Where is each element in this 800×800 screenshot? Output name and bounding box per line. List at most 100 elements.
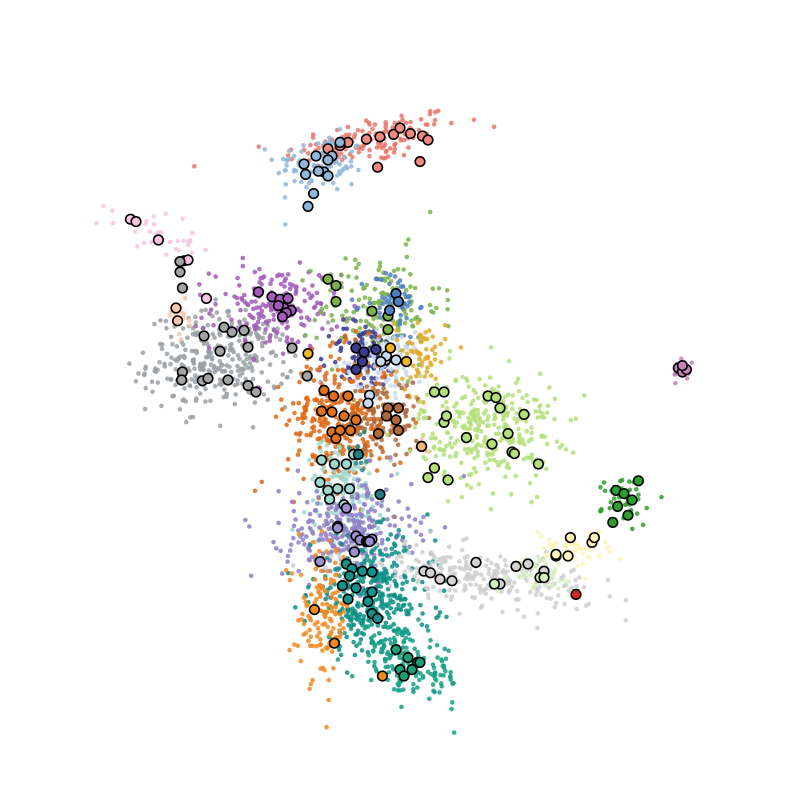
cluster-21-point bbox=[463, 586, 468, 592]
cluster-3-highlight-point bbox=[176, 374, 188, 386]
cluster-18-point bbox=[383, 637, 388, 642]
cluster-17-point bbox=[355, 477, 361, 483]
cluster-6-point bbox=[391, 268, 397, 274]
cluster-13-point bbox=[490, 491, 496, 496]
cluster-7-point bbox=[378, 315, 383, 320]
cluster-13-point bbox=[492, 416, 497, 422]
cluster-18-point bbox=[337, 594, 343, 599]
cluster-9-highlight-point bbox=[390, 354, 402, 366]
cluster-21-point bbox=[509, 584, 515, 590]
cluster-21-point bbox=[478, 590, 484, 595]
cluster-10-point bbox=[424, 369, 430, 375]
cluster-18-point bbox=[400, 645, 406, 650]
cluster-11-point bbox=[323, 377, 328, 382]
cluster-17-point bbox=[367, 458, 373, 463]
cluster-13-point bbox=[466, 446, 471, 452]
cluster-3-point bbox=[142, 406, 148, 412]
cluster-21-point bbox=[443, 559, 448, 564]
cluster-0-point bbox=[403, 120, 409, 126]
cluster-20-point bbox=[338, 632, 344, 637]
cluster-19-point bbox=[420, 675, 426, 680]
cluster-17-point bbox=[307, 525, 313, 531]
cluster-17-point bbox=[406, 514, 412, 519]
cluster-19-point bbox=[379, 649, 385, 655]
cluster-19-point bbox=[417, 677, 422, 683]
cluster-21-point bbox=[462, 583, 468, 588]
cluster-2-point bbox=[110, 208, 115, 213]
cluster-20-point bbox=[337, 628, 342, 633]
cluster-15-point bbox=[324, 442, 330, 448]
cluster-13-point bbox=[490, 452, 496, 457]
cluster-21-point bbox=[425, 586, 431, 592]
cluster-15-point bbox=[346, 473, 352, 478]
cluster-13-point bbox=[554, 439, 560, 445]
cluster-22-point bbox=[566, 579, 572, 584]
cluster-6-point bbox=[344, 308, 349, 314]
cluster-8-point bbox=[350, 355, 355, 361]
cluster-7-point bbox=[383, 296, 388, 302]
cluster-17-point bbox=[370, 518, 375, 524]
cluster-11-point bbox=[342, 339, 347, 345]
cluster-1-point bbox=[283, 168, 289, 173]
cluster-20-point bbox=[301, 621, 307, 627]
cluster-22-highlight-point bbox=[538, 571, 550, 584]
cluster-21-point bbox=[456, 579, 462, 584]
cluster-0-point bbox=[383, 149, 389, 155]
cluster-21-point bbox=[479, 572, 484, 577]
cluster-6-point bbox=[409, 318, 414, 323]
cluster-12-point bbox=[389, 430, 394, 436]
cluster-6-point bbox=[300, 278, 305, 283]
cluster-16-point bbox=[360, 467, 365, 473]
cluster-13-point bbox=[407, 448, 413, 454]
cluster-10-point bbox=[424, 346, 429, 352]
cluster-1-highlight-point bbox=[322, 170, 334, 182]
cluster-1-point bbox=[299, 149, 304, 154]
cluster-13-point bbox=[542, 434, 548, 440]
cluster-9-point bbox=[413, 329, 418, 335]
cluster-10-point bbox=[404, 351, 410, 357]
cluster-15-point bbox=[306, 457, 312, 463]
cluster-13-highlight-point bbox=[428, 386, 441, 398]
cluster-3-point bbox=[198, 362, 204, 368]
cluster-11-point bbox=[324, 450, 329, 456]
cluster-13-point bbox=[492, 412, 498, 417]
cluster-13-highlight-point bbox=[502, 428, 514, 440]
cluster-3-point bbox=[179, 362, 184, 367]
cluster-21-point bbox=[450, 565, 456, 571]
cluster-3-point bbox=[217, 332, 223, 338]
cluster-17-point bbox=[312, 508, 318, 513]
cluster-12-point bbox=[426, 415, 432, 421]
cluster-13-point bbox=[459, 494, 465, 500]
cluster-11-point bbox=[311, 424, 317, 430]
cluster-3-point bbox=[247, 360, 253, 366]
cluster-19-point bbox=[415, 649, 421, 655]
cluster-19-point bbox=[335, 657, 341, 662]
cluster-12-point bbox=[353, 388, 358, 394]
cluster-1-point bbox=[356, 167, 361, 173]
cluster-19-point bbox=[383, 664, 389, 670]
cluster-3-point bbox=[206, 349, 212, 355]
cluster-20-point bbox=[314, 597, 319, 602]
cluster-8-point bbox=[341, 326, 346, 332]
cluster-21-point bbox=[577, 575, 582, 580]
cluster-19-point bbox=[365, 624, 371, 629]
cluster-16-highlight-point bbox=[374, 488, 386, 501]
cluster-21-point bbox=[416, 559, 422, 564]
cluster-6-point bbox=[367, 296, 373, 302]
cluster-3-highlight-point bbox=[286, 342, 298, 354]
cluster-0-highlight-point bbox=[404, 128, 417, 140]
cluster-22-point bbox=[562, 578, 567, 584]
cluster-17-point bbox=[317, 525, 322, 530]
cluster-17-point bbox=[379, 541, 385, 546]
cluster-20-point bbox=[325, 568, 330, 574]
cluster-15-point bbox=[378, 512, 383, 518]
cluster-21-point bbox=[501, 568, 506, 573]
cluster-17-point bbox=[346, 517, 352, 523]
cluster-21-point bbox=[439, 566, 445, 571]
cluster-12-point bbox=[396, 382, 402, 388]
cluster-18-point bbox=[345, 533, 350, 538]
cluster-18-point bbox=[339, 541, 344, 547]
cluster-13-point bbox=[573, 416, 579, 422]
cluster-13-point bbox=[512, 416, 517, 421]
